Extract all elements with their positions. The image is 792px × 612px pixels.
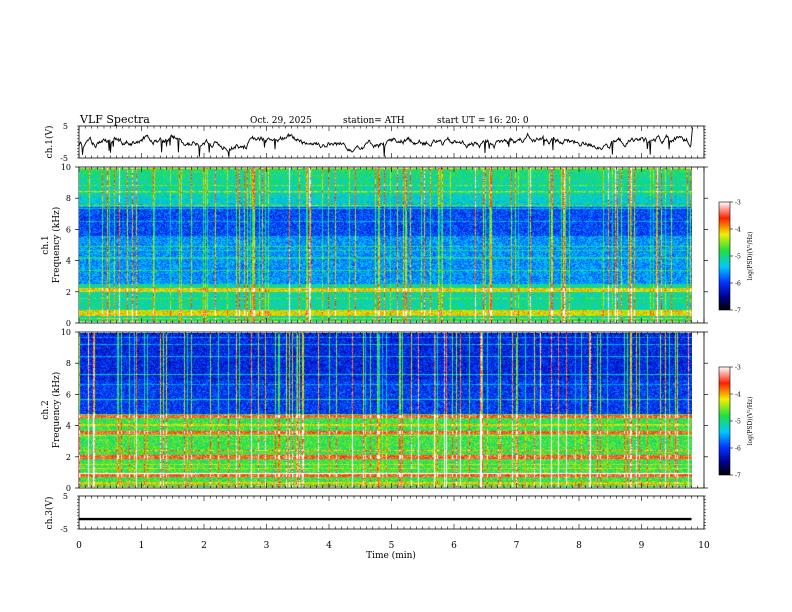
colorbar-tick-label: -3: [735, 365, 741, 372]
ch1-spectrogram-ylabel-line2: Frequency (kHz): [51, 207, 62, 284]
colorbar-tick-label: -6: [735, 281, 741, 288]
ch1-waveform-series: [78, 127, 693, 157]
ch2-colorbar-gradient: [718, 366, 731, 476]
ch1-waveform-frame: [78, 125, 705, 159]
ch1-waveform-ylabel: ch.1(V): [44, 126, 55, 159]
freq-tick-label: 4: [66, 422, 71, 431]
freq-tick-label: 2: [66, 288, 71, 297]
ch1-colorbar-gradient: [718, 201, 731, 311]
ch2-spectrogram-ylabel-line2: Frequency (kHz): [51, 372, 62, 449]
x-tick-label: 7: [514, 541, 520, 551]
freq-tick-label: 10: [61, 163, 71, 172]
ch1-colorbar-label: log(PSD)(V²/Hz): [747, 232, 754, 281]
freq-tick-label: 0: [66, 319, 71, 328]
freq-tick-label: 8: [66, 359, 71, 368]
ch3-waveform-ylabel: ch.3(V): [44, 497, 55, 530]
freq-tick-label: 6: [66, 390, 71, 399]
date-label: Oct. 29, 2025: [250, 116, 312, 126]
colorbar-tick-label: -4: [735, 227, 741, 234]
figure-title: VLF Spectra: [79, 113, 150, 126]
x-tick-label: 2: [201, 541, 207, 551]
colorbar-tick-label: -4: [735, 392, 741, 399]
ch2-spectrogram-ylabel-line1: ch.2: [41, 400, 51, 419]
x-tick-label: 3: [264, 541, 270, 551]
freq-tick-label: 2: [66, 453, 71, 462]
colorbar-tick-label: -7: [735, 308, 741, 315]
ch2-spectrogram-image: [79, 333, 692, 487]
ch3-ytick-bottom: -5: [60, 525, 68, 534]
freq-tick-label: 10: [61, 328, 71, 337]
x-tick-label: 6: [451, 541, 457, 551]
colorbar-tick-label: -5: [735, 419, 741, 426]
x-tick-label: 10: [698, 541, 710, 551]
x-tick-label: 8: [576, 541, 582, 551]
freq-tick-label: 4: [66, 257, 71, 266]
freq-tick-label: 8: [66, 194, 71, 203]
ch3-ytick-top: 5: [63, 492, 68, 501]
freq-tick-label: 6: [66, 225, 71, 234]
x-tick-label: 5: [389, 541, 395, 551]
ch1-spectrogram-ylabel-line1: ch.1: [41, 235, 51, 254]
x-tick-label: 0: [76, 541, 82, 551]
start-time-label: start UT = 16: 20: 0: [437, 116, 529, 126]
ch3-waveform-frame: [78, 495, 705, 530]
x-tick-label: 9: [639, 541, 645, 551]
x-axis-label: Time (min): [366, 550, 416, 561]
colorbar-tick-label: -3: [735, 200, 741, 207]
ch1-spectrogram-image: [79, 168, 692, 322]
station-label: station= ATH: [343, 116, 405, 126]
x-tick-label: 4: [326, 541, 332, 551]
colorbar-tick-label: -6: [735, 446, 741, 453]
ch1-ytick-bottom: -5: [60, 154, 68, 163]
freq-tick-label: 0: [66, 484, 71, 493]
ch3-waveform-panel: 5 -5 ch.3(V): [44, 492, 705, 534]
ch1-ytick-top: 5: [63, 122, 68, 131]
x-tick-label: 1: [139, 541, 145, 551]
colorbar-tick-label: -7: [735, 473, 741, 480]
colorbar-tick-label: -5: [735, 254, 741, 261]
ch2-colorbar-label: log(PSD)(V²/Hz): [747, 397, 754, 446]
ch1-waveform-panel: 5 -5 ch.1(V): [44, 122, 705, 163]
